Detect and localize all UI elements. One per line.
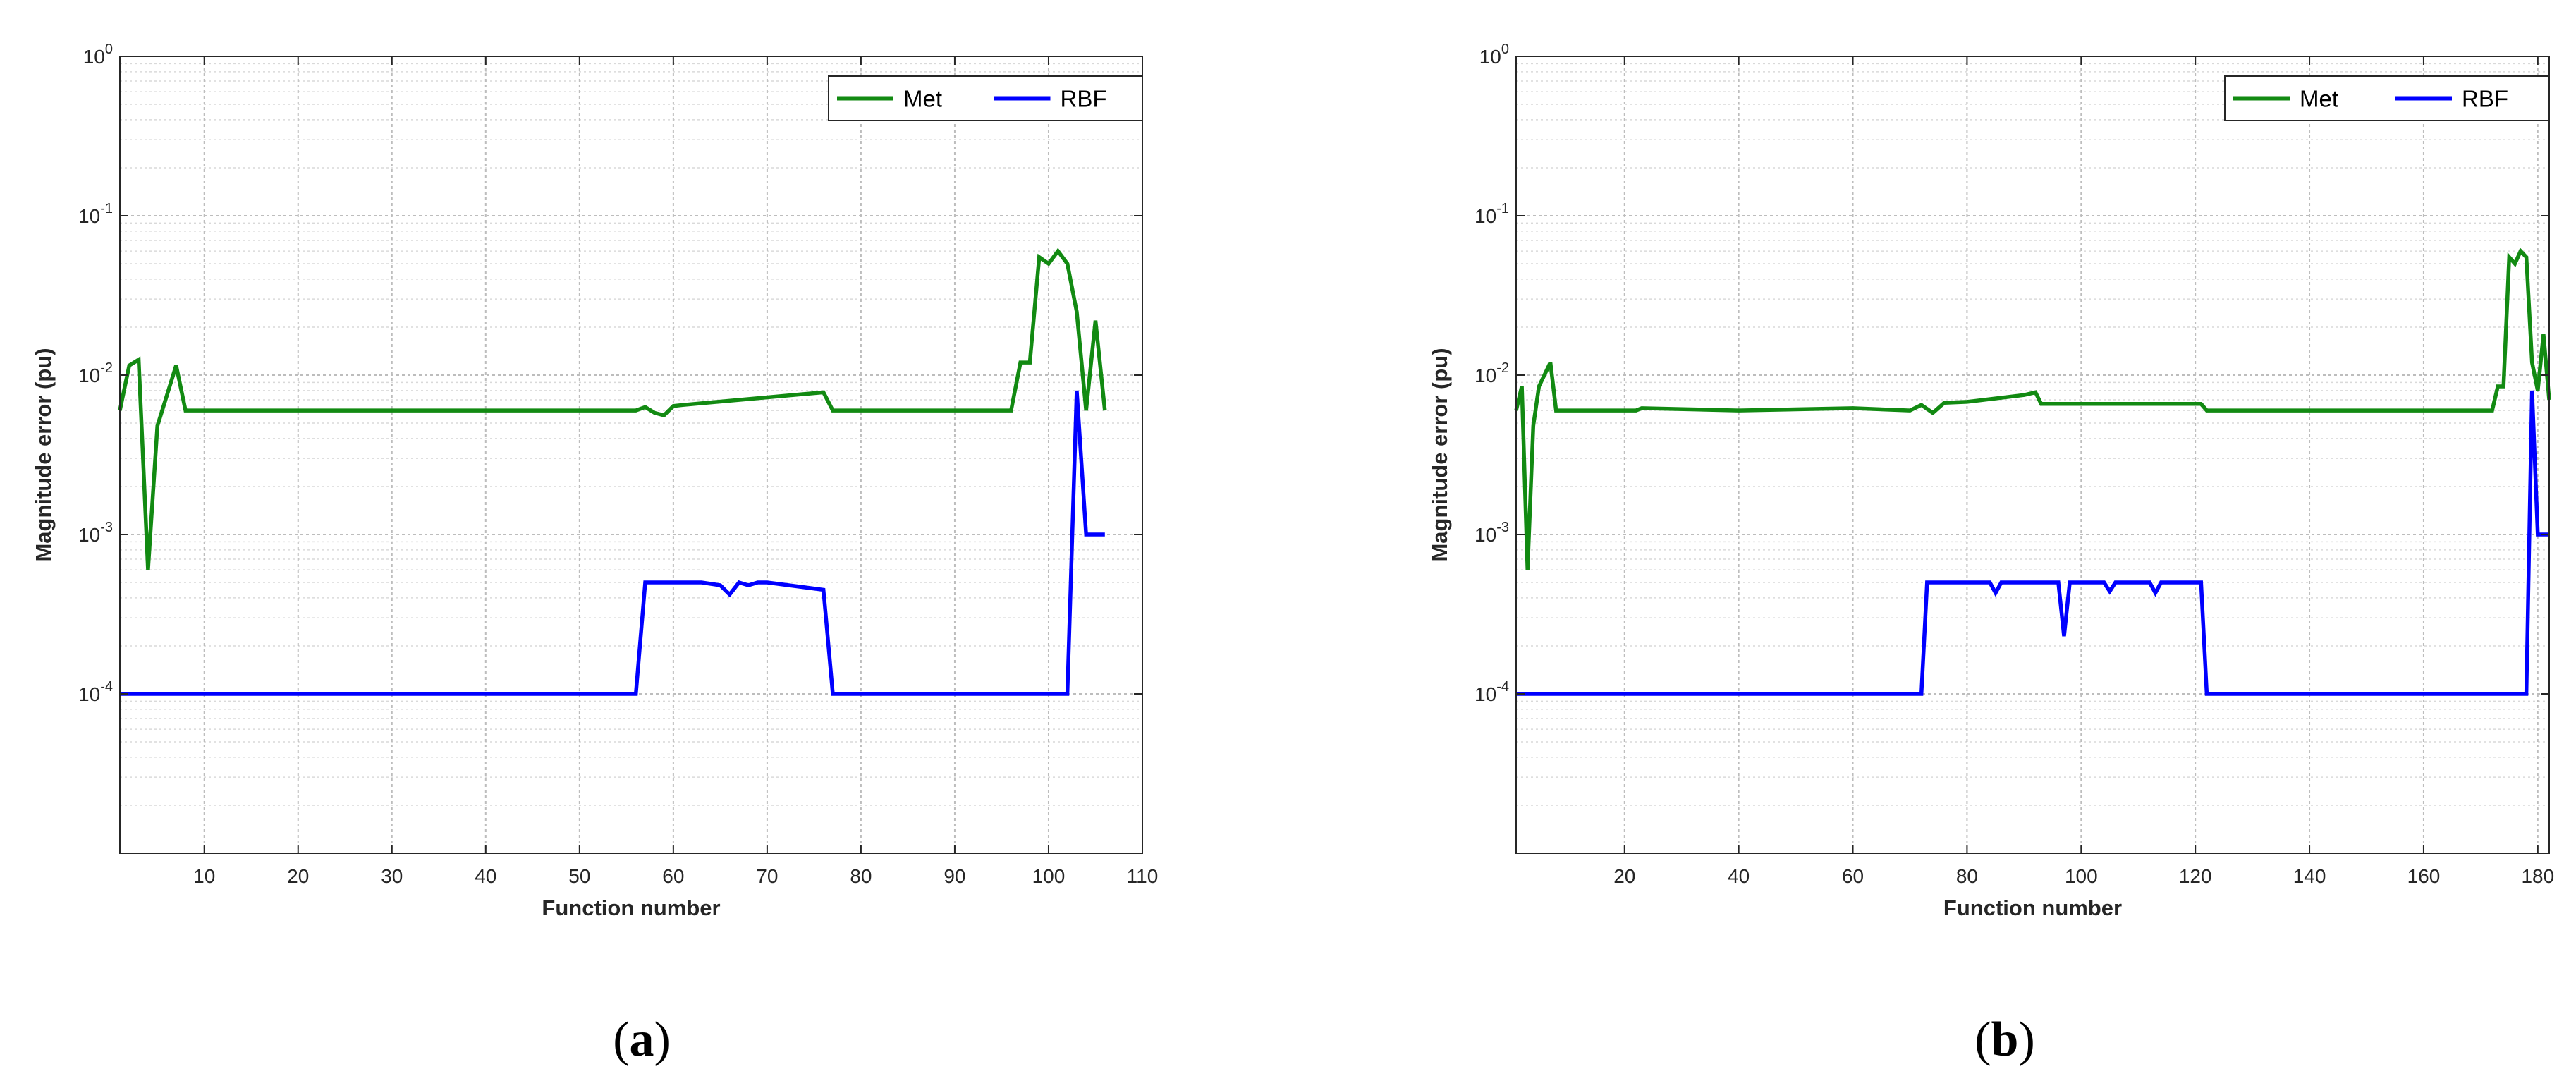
legend: Met RBF bbox=[2224, 75, 2550, 121]
x-tick-label: 50 bbox=[568, 865, 590, 887]
caption-open-paren: ( bbox=[613, 1013, 630, 1067]
series-group bbox=[118, 248, 1107, 696]
y-tick-label: 10-4 bbox=[78, 679, 113, 705]
series-line-met bbox=[118, 248, 1107, 570]
series-line-met bbox=[1514, 248, 2551, 570]
x-tick-label: 60 bbox=[662, 865, 684, 887]
x-axis-label: Function number bbox=[1943, 896, 2122, 920]
y-tick-label: 100 bbox=[83, 42, 113, 68]
y-axis: 10-4 10-3 10-2 10-1 100 bbox=[1475, 42, 2549, 705]
caption-letter: a bbox=[629, 1013, 654, 1067]
x-tick-label: 20 bbox=[287, 865, 309, 887]
x-tick-label: 30 bbox=[381, 865, 403, 887]
legend-label-rbf: RBF bbox=[2462, 86, 2508, 112]
y-tick-label: 100 bbox=[1479, 42, 1509, 68]
caption-open-paren: ( bbox=[1974, 1013, 1991, 1067]
x-axis: 10 20 30 40 50 60 70 80 90 100 110 bbox=[193, 56, 1158, 887]
y-axis: 10-4 10-3 10-2 10-1 100 bbox=[78, 42, 1142, 705]
series-line-rbf bbox=[120, 390, 1105, 696]
x-tick-label: 60 bbox=[1842, 865, 1864, 887]
legend-label-met: Met bbox=[903, 86, 942, 112]
x-tick-label: 70 bbox=[756, 865, 778, 887]
x-tick-label: 100 bbox=[1032, 865, 1066, 887]
series-line-rbf bbox=[1516, 390, 2549, 696]
x-tick-label: 20 bbox=[1613, 865, 1635, 887]
x-tick-label: 160 bbox=[2407, 865, 2441, 887]
y-tick-label: 10-2 bbox=[1475, 360, 1509, 386]
legend-label-met: Met bbox=[2300, 86, 2338, 112]
line-chart-b: 20 40 60 80 100 120 140 160 18010-410-310-210-11… bbox=[1427, 42, 2554, 920]
x-axis-label: Function number bbox=[542, 896, 720, 920]
plot-area bbox=[120, 56, 1142, 853]
x-tick-label: 100 bbox=[2065, 865, 2098, 887]
x-tick-label: 40 bbox=[1728, 865, 1750, 887]
caption-letter: b bbox=[1991, 1013, 2019, 1067]
series-group bbox=[1514, 248, 2551, 696]
y-tick-label: 10-3 bbox=[1475, 520, 1509, 546]
legend: Met RBF bbox=[828, 75, 1143, 121]
y-tick-label: 10-1 bbox=[78, 201, 113, 227]
line-chart-a: 10 20 30 40 50 60 70 80 90 100 110 10-4 10-3 10-2 10-1… bbox=[31, 42, 1158, 920]
caption-b: (b) bbox=[1974, 1012, 2035, 1068]
caption-a: (a) bbox=[613, 1012, 671, 1068]
chart-panel-b: 20 40 60 80 100 120 140 160 180 10-4 10-3 10-2 10-1 1… bbox=[1283, 0, 2576, 1069]
y-tick-label: 10-3 bbox=[78, 520, 113, 546]
chart-panel-a: 10 20 30 40 50 60 70 80 90 100 110 10-4 10-3 10-2 10-1… bbox=[0, 0, 1283, 1069]
x-tick-label: 180 bbox=[2521, 865, 2554, 887]
x-tick-label: 140 bbox=[2293, 865, 2326, 887]
caption-close-paren: ) bbox=[654, 1013, 671, 1067]
x-tick-label: 80 bbox=[850, 865, 872, 887]
plot-area bbox=[1516, 56, 2549, 853]
x-tick-label: 110 bbox=[1127, 865, 1159, 887]
x-tick-label: 80 bbox=[1956, 865, 1978, 887]
y-axis-label: Magnitude error (pu) bbox=[1427, 348, 1452, 561]
axes-frame bbox=[119, 56, 1143, 854]
caption-close-paren: ) bbox=[2018, 1013, 2035, 1067]
x-axis: 20 40 60 80 100 120 140 160 180 bbox=[1613, 56, 2554, 887]
y-tick-label: 10-2 bbox=[78, 360, 113, 386]
x-tick-label: 40 bbox=[475, 865, 496, 887]
y-axis-label: Magnitude error (pu) bbox=[31, 348, 56, 561]
axes-frame bbox=[1515, 56, 2550, 854]
y-tick-label: 10-4 bbox=[1475, 679, 1509, 705]
x-tick-label: 10 bbox=[193, 865, 215, 887]
x-tick-label: 90 bbox=[944, 865, 965, 887]
x-tick-label: 120 bbox=[2179, 865, 2212, 887]
y-tick-label: 10-1 bbox=[1475, 201, 1509, 227]
legend-label-rbf: RBF bbox=[1061, 86, 1107, 112]
